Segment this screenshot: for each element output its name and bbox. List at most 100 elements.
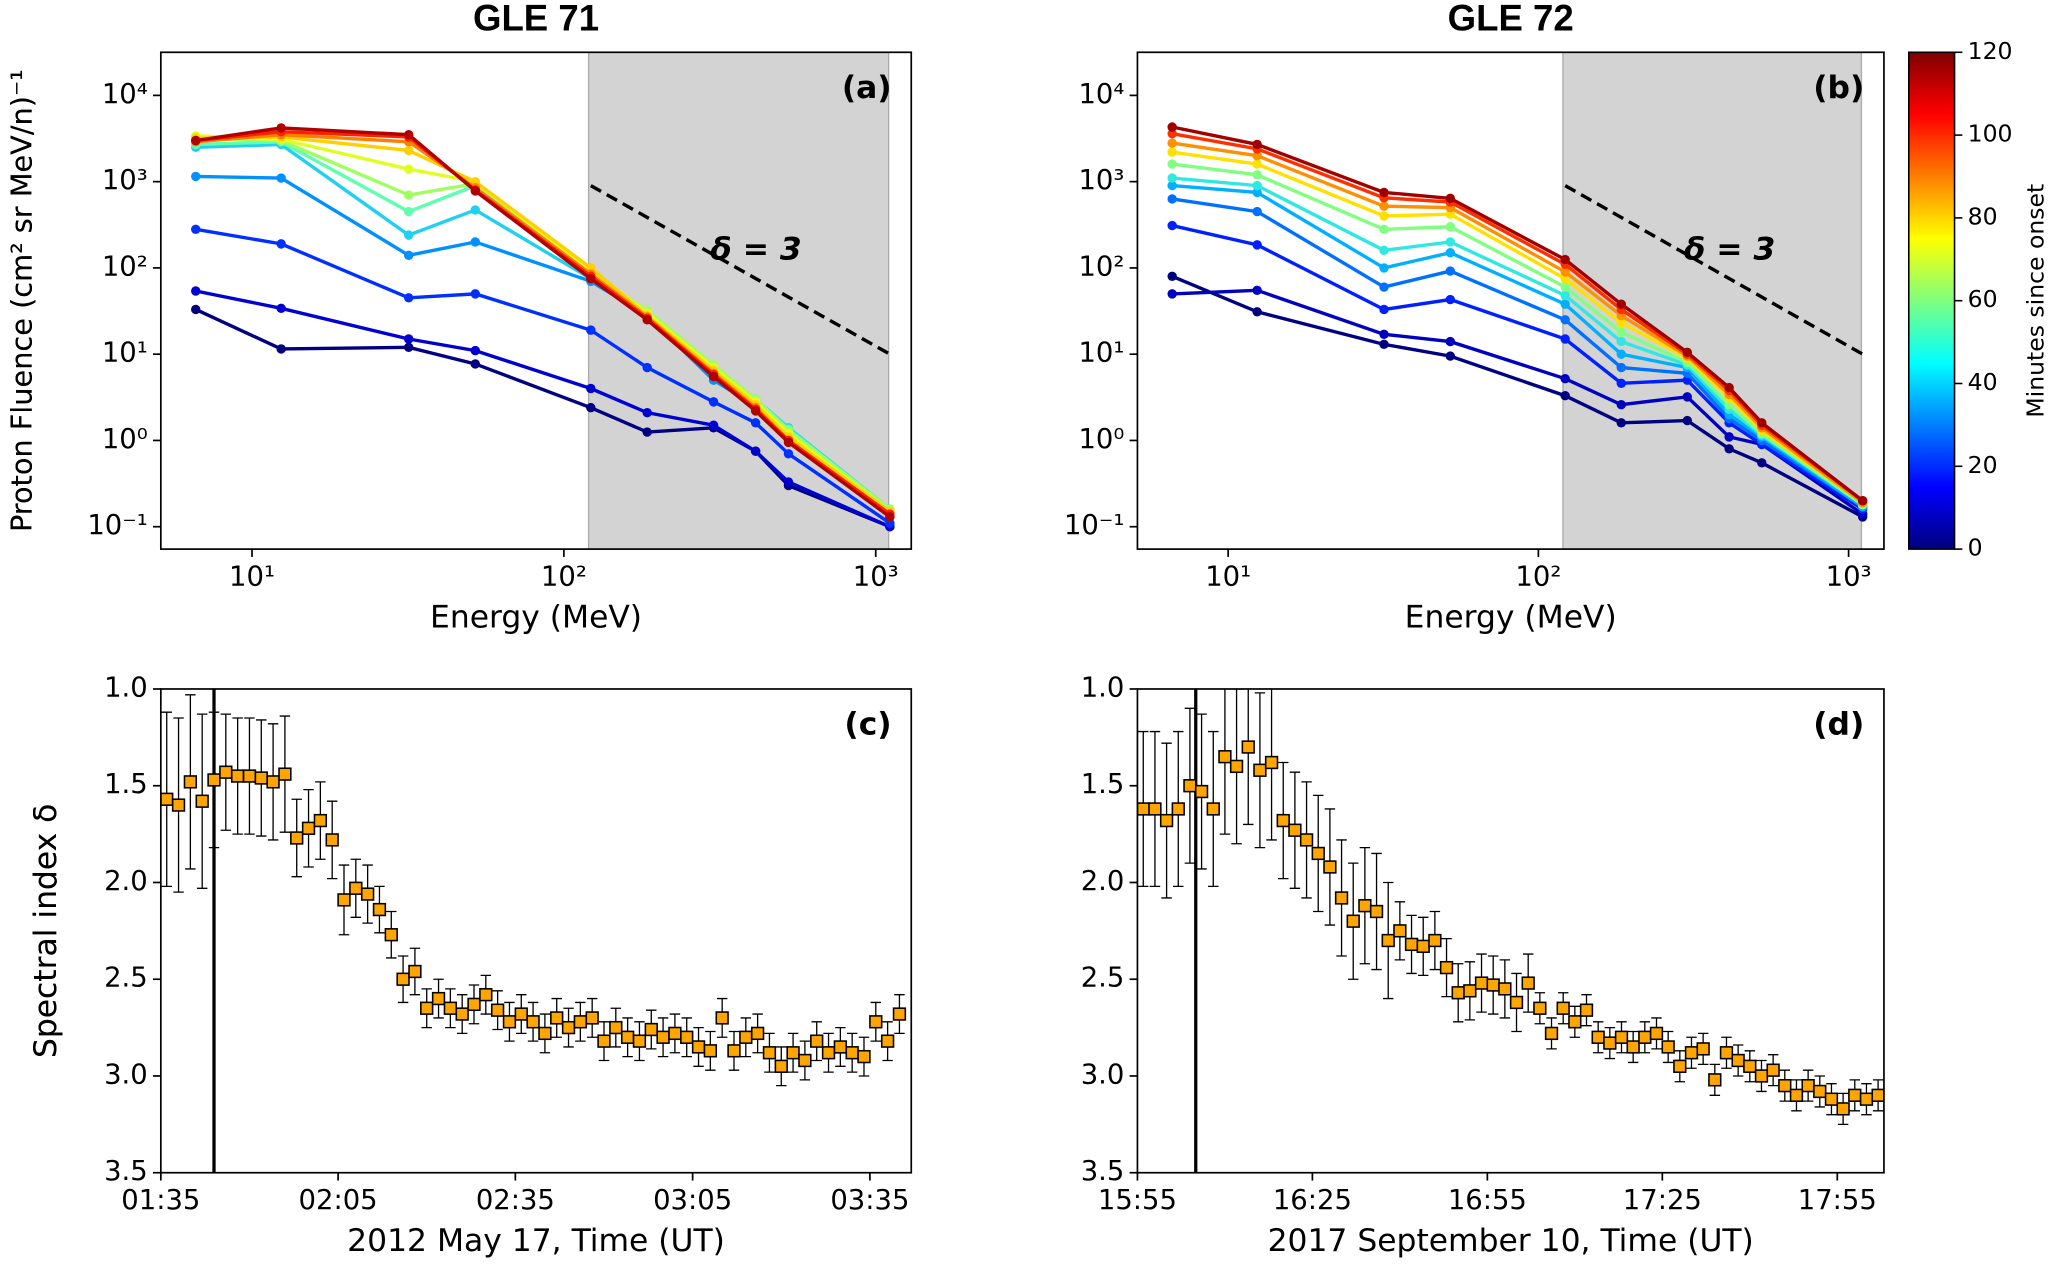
- y-tick-label: 2.0: [104, 866, 148, 897]
- data-point: [1509, 995, 1524, 1010]
- x-tick-label: 17:25: [1623, 1185, 1702, 1216]
- data-point: [195, 794, 209, 808]
- y-tick-label: 10²: [102, 251, 148, 282]
- x-tick-label: 03:35: [830, 1185, 909, 1216]
- y-tick-label: 10³: [1078, 165, 1124, 196]
- data-point: [403, 342, 414, 353]
- data-point: [1334, 891, 1349, 905]
- data-point: [1724, 444, 1734, 454]
- x-axis-label: Energy (MeV): [430, 599, 642, 635]
- data-point: [1218, 750, 1232, 764]
- data-point: [1167, 194, 1177, 204]
- data-point: [266, 775, 280, 789]
- data-point: [470, 289, 481, 299]
- series-line: [195, 126, 891, 519]
- data-point: [325, 833, 339, 847]
- data-point: [1616, 399, 1626, 410]
- data-point: [1252, 159, 1262, 169]
- data-point: [372, 902, 387, 917]
- data-point: [1445, 294, 1455, 305]
- y-tick-label: 10¹: [1078, 338, 1124, 369]
- data-point: [1416, 939, 1430, 953]
- data-point: [1428, 933, 1442, 948]
- x-tick-label: 10¹: [229, 561, 275, 592]
- data-point: [1544, 1026, 1559, 1041]
- data-point: [1638, 1030, 1652, 1044]
- data-point: [1137, 802, 1150, 816]
- data-point: [1206, 802, 1220, 816]
- data-point: [1404, 937, 1419, 952]
- data-point: [739, 1030, 753, 1044]
- data-point: [573, 1015, 588, 1029]
- data-point: [1616, 327, 1626, 337]
- data-point: [857, 1049, 871, 1064]
- data-point: [191, 286, 201, 296]
- y-tick-label: 1.0: [104, 672, 148, 703]
- data-point: [420, 1001, 434, 1015]
- data-point: [1379, 339, 1389, 350]
- data-point: [586, 325, 596, 335]
- data-point: [1682, 415, 1692, 426]
- series-line: [195, 135, 891, 513]
- data-point: [1445, 336, 1455, 347]
- data-point: [470, 237, 481, 247]
- data-point: [1445, 266, 1455, 276]
- x-tick-label: 10²: [1515, 561, 1561, 592]
- data-point: [538, 1026, 552, 1041]
- data-point: [1379, 224, 1389, 235]
- data-point: [656, 1030, 670, 1044]
- data-point: [1579, 1003, 1594, 1017]
- data-point: [642, 315, 652, 325]
- reference-line: [1564, 184, 1864, 356]
- data-point: [1381, 933, 1395, 948]
- data-point: [526, 1015, 540, 1029]
- data-point: [642, 362, 652, 373]
- data-point: [561, 1020, 576, 1035]
- y-tick-label: 10⁻¹: [87, 510, 147, 541]
- data-point: [1533, 1001, 1547, 1015]
- data-point: [230, 769, 245, 783]
- y-tick-label: 10⁰: [102, 424, 148, 455]
- data-point: [1379, 211, 1389, 221]
- data-point: [1857, 496, 1868, 506]
- data-point: [1445, 193, 1455, 204]
- data-point: [1560, 373, 1570, 384]
- data-point: [1369, 904, 1384, 919]
- data-point: [715, 1011, 729, 1025]
- data-point: [1167, 122, 1177, 132]
- y-tick-label: 1.5: [1081, 769, 1125, 800]
- data-point: [254, 771, 268, 785]
- y-tick-label: 10²: [1078, 251, 1124, 282]
- data-point: [1474, 976, 1489, 990]
- data-point: [1568, 1015, 1582, 1029]
- data-point: [620, 1030, 635, 1044]
- data-point: [1616, 349, 1626, 359]
- data-point: [1813, 1084, 1827, 1099]
- data-point: [1439, 960, 1454, 975]
- data-point: [1358, 899, 1372, 913]
- x-tick-label: 17:55: [1798, 1185, 1877, 1216]
- data-point: [1616, 336, 1626, 347]
- y-tick-label: 10¹: [102, 338, 148, 369]
- data-point: [1264, 755, 1279, 770]
- data-point: [1614, 1030, 1629, 1044]
- data-point: [191, 135, 201, 146]
- data-point: [1757, 418, 1767, 428]
- data-point: [1159, 813, 1174, 828]
- data-point: [1560, 282, 1570, 292]
- data-point: [1560, 254, 1570, 265]
- data-point: [869, 1015, 883, 1029]
- data-point: [1556, 1001, 1570, 1015]
- y-tick-label: 10⁴: [102, 79, 148, 110]
- data-point: [1766, 1063, 1780, 1077]
- data-point: [276, 303, 286, 314]
- colorbar-tick-label: 60: [1968, 285, 1998, 313]
- data-point: [1848, 1088, 1862, 1102]
- data-point: [1626, 1040, 1640, 1054]
- y-tick-label: 3.0: [104, 1059, 148, 1090]
- series-line: [1172, 183, 1864, 509]
- data-point: [1616, 318, 1626, 328]
- data-point: [191, 224, 201, 235]
- series-line: [1171, 223, 1864, 511]
- data-point: [1194, 784, 1209, 799]
